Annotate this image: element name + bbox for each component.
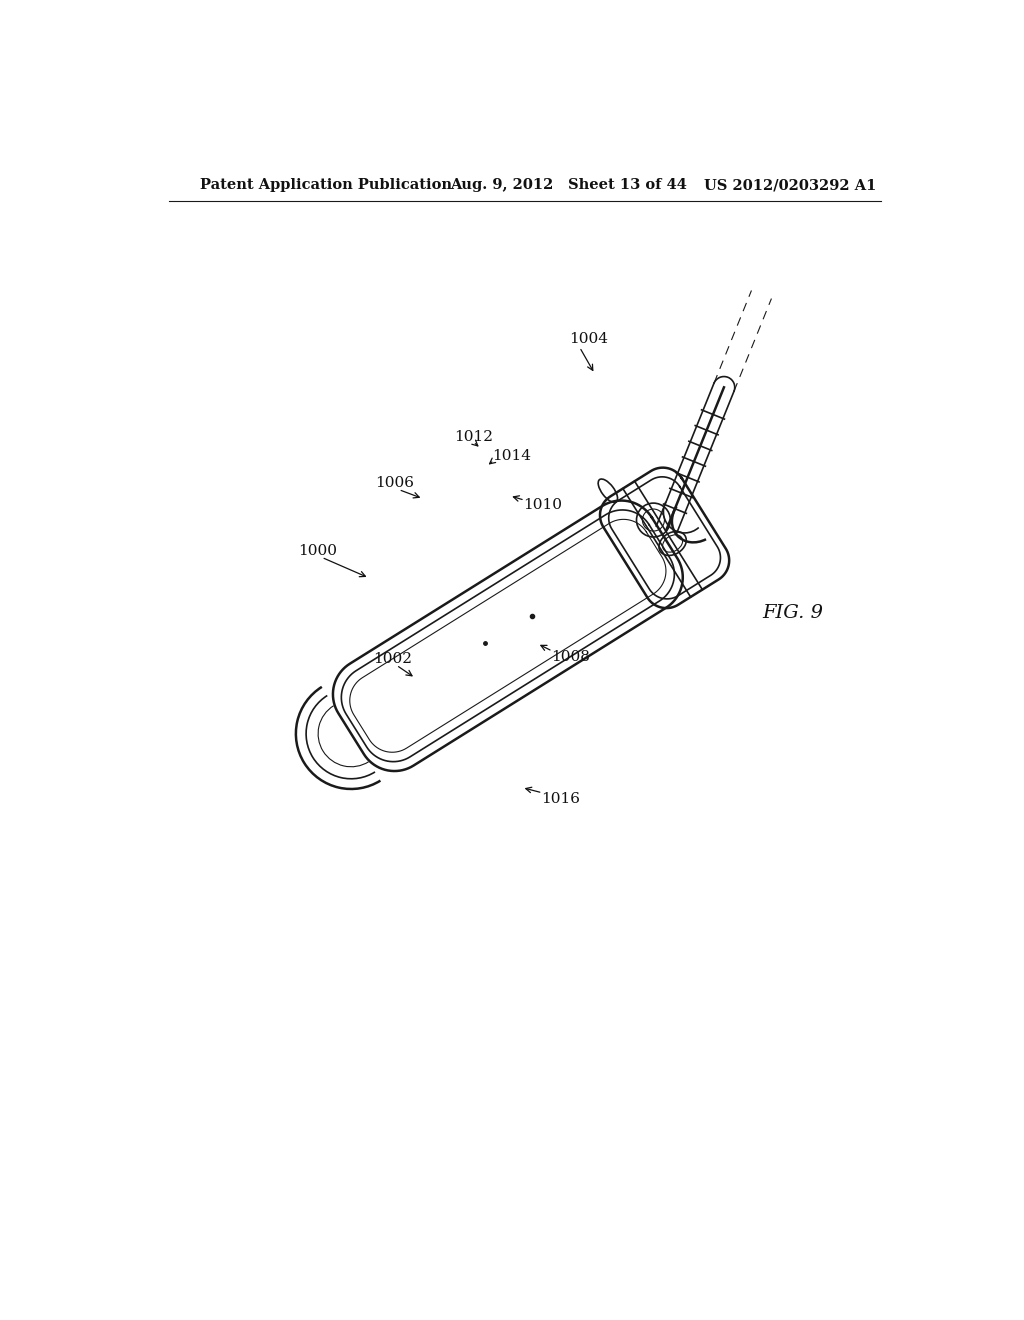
Text: Aug. 9, 2012: Aug. 9, 2012 [451,178,554,193]
Text: 1002: 1002 [373,652,412,665]
Text: 1000: 1000 [298,544,338,558]
Text: 1006: 1006 [376,477,415,490]
Text: 1008: 1008 [551,651,590,664]
Text: 1016: 1016 [541,792,580,807]
Text: 1010: 1010 [523,498,562,512]
Text: Patent Application Publication: Patent Application Publication [200,178,452,193]
Text: 1014: 1014 [493,449,531,462]
Text: US 2012/0203292 A1: US 2012/0203292 A1 [705,178,877,193]
Text: FIG. 9: FIG. 9 [762,603,823,622]
Text: 1004: 1004 [569,333,608,346]
Text: 1012: 1012 [454,430,493,444]
Text: Sheet 13 of 44: Sheet 13 of 44 [568,178,687,193]
